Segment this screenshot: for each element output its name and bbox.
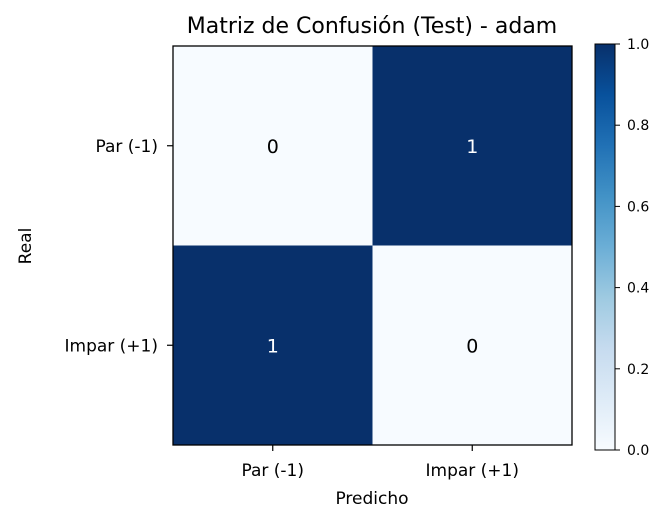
heatmap-cell (173, 245, 373, 445)
colorbar-tick-label: 0.8 (627, 118, 649, 134)
x-tick-label: Impar (+1) (426, 461, 520, 481)
y-tick-label: Impar (+1) (65, 336, 159, 356)
heatmap-cell (372, 46, 572, 246)
plot-frame (172, 45, 573, 446)
colorbar-tick-label: 1.0 (627, 37, 649, 53)
chart-title: Matriz de Confusión (Test) - adam (187, 14, 557, 39)
cell-value-label: 1 (267, 335, 279, 357)
x-axis-ticks: Par (-1) Impar (+1) (241, 445, 519, 481)
colorbar-tick-label: 0.6 (627, 199, 649, 215)
colorbar-ticks: 0.0 0.2 0.4 0.6 0.8 1.0 (615, 37, 649, 459)
x-axis-label: Predicho (335, 489, 408, 509)
colorbar-tick-label: 0.2 (627, 362, 649, 378)
x-tick-label: Par (-1) (241, 461, 304, 481)
heatmap-cells: 0 1 1 0 (173, 46, 572, 445)
cell-value-label: 1 (466, 136, 478, 158)
cell-value-label: 0 (267, 136, 279, 158)
heatmap-cell (372, 245, 572, 445)
cell-value-label: 0 (466, 335, 478, 357)
y-axis-label: Real (16, 228, 36, 265)
colorbar (594, 43, 616, 451)
y-tick-label: Par (-1) (95, 137, 158, 157)
colorbar-tick-label: 0.0 (627, 443, 649, 459)
heatmap-cell (173, 46, 373, 246)
y-axis-ticks: Par (-1) Impar (+1) (65, 137, 173, 356)
colorbar-tick-label: 0.4 (627, 281, 649, 297)
